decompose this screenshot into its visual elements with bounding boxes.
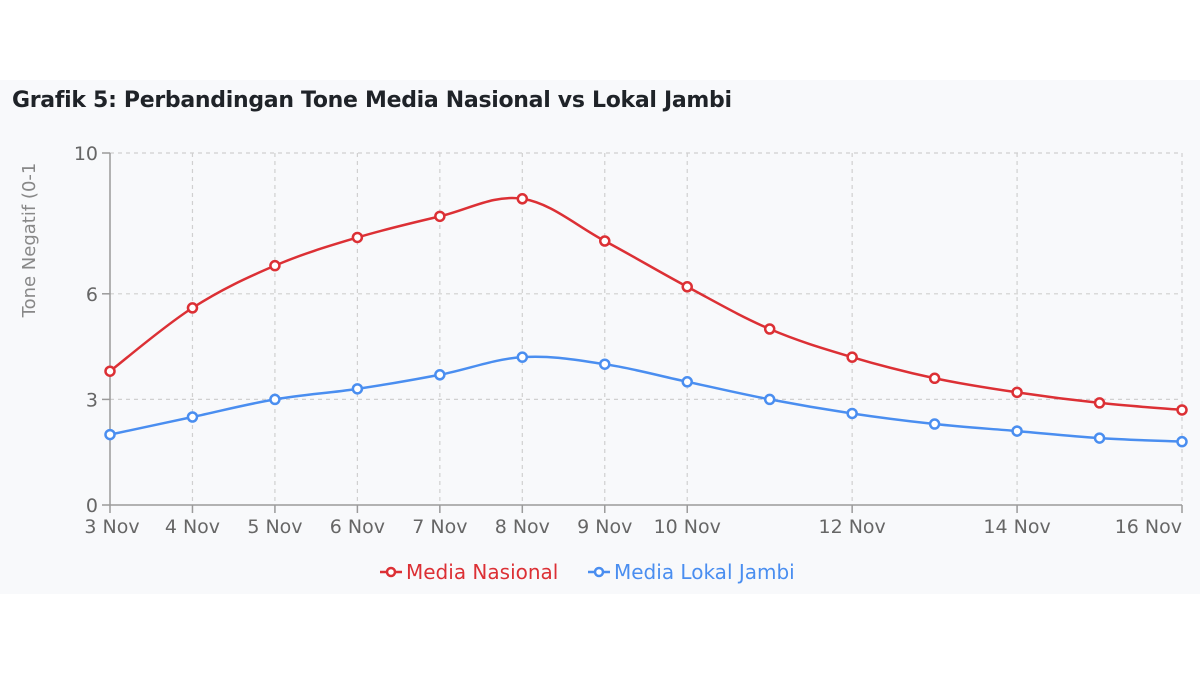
grid-lines (110, 152, 1183, 505)
legend-label: Media Nasional (406, 560, 558, 584)
data-point (1093, 397, 1106, 409)
axes (102, 152, 1183, 513)
data-point (1176, 404, 1188, 416)
data-point (928, 372, 941, 385)
data-point (928, 418, 941, 430)
data-point (186, 302, 199, 314)
chart-title: Grafik 5: Perbandingan Tone Media Nasion… (12, 88, 732, 113)
legend-item-media-lokal-jambi[interactable]: Media Lokal Jambi (588, 560, 795, 584)
y-tick-label: 10 (74, 143, 98, 165)
x-tick-label: 9 Nov (577, 516, 632, 538)
x-tick-label: 8 Nov (495, 516, 550, 538)
x-tick-label: 12 Nov (818, 516, 885, 538)
legend-marker-icon (593, 566, 605, 578)
legend-marker-icon (385, 566, 397, 578)
data-point (516, 193, 529, 205)
data-point (846, 407, 858, 420)
data-point (681, 281, 693, 293)
data-point (434, 369, 446, 381)
chart-card (0, 80, 1200, 594)
data-point (351, 383, 364, 395)
y-tick-label: 3 (86, 389, 98, 411)
y-tick-label: 6 (86, 284, 98, 306)
x-tick-label: 5 Nov (247, 516, 302, 538)
data-point (104, 428, 116, 441)
data-point (599, 235, 611, 247)
tick-labels: 0 3 6 10 3 Nov 4 Nov 5 Nov 6 Nov 7 Nov 8 Nov 9 Nov… (74, 143, 1182, 538)
x-tick-label: 3 Nov (84, 516, 139, 538)
x-tick-label: 4 Nov (165, 516, 220, 538)
data-point (516, 351, 529, 363)
legend[interactable]: Media Nasional Media Lokal Jambi (380, 560, 795, 584)
data-point (846, 351, 858, 363)
data-point (104, 365, 116, 377)
data-point (1176, 435, 1188, 448)
series-layer (104, 193, 1188, 448)
data-point (351, 231, 364, 244)
series-media-nasional (104, 193, 1188, 416)
data-point (269, 393, 281, 406)
data-point (269, 259, 281, 272)
legend-label: Media Lokal Jambi (614, 560, 795, 584)
data-point (1093, 432, 1106, 444)
x-tick-label: 10 Nov (654, 516, 721, 538)
data-point (763, 393, 776, 406)
data-point (681, 376, 693, 388)
data-point (599, 358, 611, 370)
series-line (109, 196, 1183, 412)
y-axis-label: Tone Negatif (0-1 (19, 163, 40, 319)
data-point (1011, 386, 1023, 399)
x-tick-label: 7 Nov (412, 516, 467, 538)
data-point (186, 411, 199, 423)
data-point (1011, 425, 1023, 437)
x-tick-label: 6 Nov (330, 516, 385, 538)
data-point (434, 210, 446, 223)
data-point (763, 323, 776, 335)
series-media-lokal-jambi (104, 351, 1188, 448)
series-line (109, 355, 1183, 443)
y-tick-label: 0 (86, 495, 98, 517)
x-tick-label: 16 Nov (1115, 516, 1182, 538)
x-tick-label: 14 Nov (983, 516, 1050, 538)
legend-item-media-nasional[interactable]: Media Nasional (380, 560, 558, 584)
